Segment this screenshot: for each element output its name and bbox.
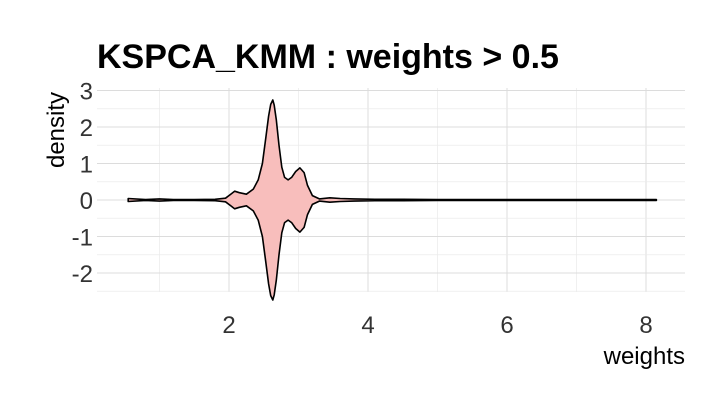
y-tick-label: 3: [80, 79, 93, 106]
y-tick-label: -2: [72, 261, 93, 288]
y-tick-label: 1: [80, 152, 93, 179]
x-tick-labels: 2 4 6 8: [222, 312, 652, 339]
violin-density-shape: [127, 99, 658, 301]
chart-title: KSPCA_KMM : weights > 0.5: [97, 38, 559, 76]
x-tick-label: 6: [500, 312, 513, 339]
y-tick-label: 2: [80, 115, 93, 142]
x-tick-label: 4: [361, 312, 374, 339]
y-tick-label: 0: [80, 188, 93, 215]
y-tick-labels: 3 2 1 0 -1 -2: [72, 79, 93, 289]
y-axis-label: density: [43, 92, 70, 168]
x-tick-label: 2: [222, 312, 235, 339]
y-tick-label: -1: [72, 225, 93, 252]
x-tick-label: 8: [639, 312, 652, 339]
plot-grid: [97, 88, 685, 292]
x-axis-label: weights: [603, 343, 685, 370]
